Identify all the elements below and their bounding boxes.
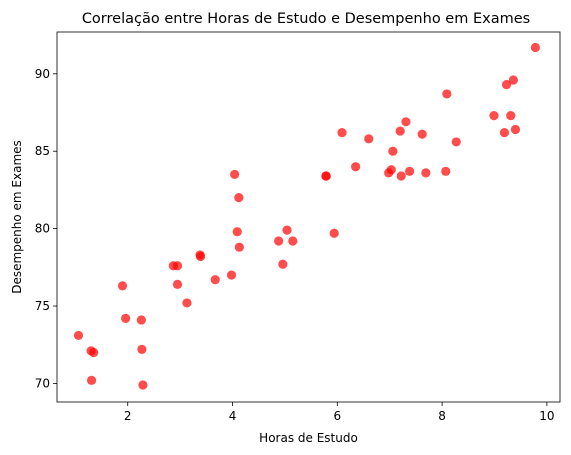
data-point bbox=[351, 162, 361, 172]
x-tick-label: 10 bbox=[539, 409, 554, 423]
data-point bbox=[329, 228, 339, 238]
data-point bbox=[421, 168, 431, 178]
x-axis-label: Horas de Estudo bbox=[259, 431, 358, 445]
data-point bbox=[86, 375, 97, 385]
data-point bbox=[396, 171, 406, 181]
data-point bbox=[417, 129, 427, 139]
data-point bbox=[234, 193, 244, 203]
x-tick-label: 2 bbox=[124, 409, 132, 423]
data-point bbox=[195, 251, 206, 262]
data-point bbox=[278, 259, 288, 269]
x-tick-label: 8 bbox=[438, 409, 446, 423]
data-point bbox=[89, 347, 99, 358]
data-point bbox=[288, 236, 298, 246]
data-point bbox=[510, 124, 521, 135]
x-tick-label: 4 bbox=[229, 409, 237, 423]
data-point bbox=[530, 42, 540, 53]
y-tick-label: 85 bbox=[35, 144, 50, 158]
data-point bbox=[499, 128, 510, 138]
data-point bbox=[121, 313, 131, 324]
data-point bbox=[442, 89, 452, 99]
data-point bbox=[136, 315, 146, 325]
data-point bbox=[364, 134, 374, 144]
data-point bbox=[182, 298, 192, 308]
data-point bbox=[337, 128, 347, 138]
data-point bbox=[234, 242, 244, 252]
y-tick-label: 70 bbox=[35, 376, 50, 390]
data-point bbox=[501, 80, 512, 90]
y-tick-label: 80 bbox=[35, 222, 50, 236]
chart-title: Correlação entre Horas de Estudo e Desem… bbox=[82, 11, 530, 27]
data-point bbox=[441, 166, 451, 176]
data-point bbox=[172, 261, 183, 271]
plot-area-frame bbox=[56, 31, 561, 403]
data-point bbox=[282, 225, 292, 235]
data-point bbox=[395, 126, 405, 136]
data-point bbox=[508, 75, 518, 85]
y-tick-label: 75 bbox=[35, 299, 50, 313]
data-point bbox=[274, 236, 284, 246]
y-tick-label: 90 bbox=[35, 67, 50, 81]
data-point bbox=[386, 165, 396, 175]
data-point bbox=[137, 344, 147, 354]
data-point bbox=[405, 166, 415, 176]
data-points bbox=[73, 42, 540, 390]
data-point bbox=[230, 169, 240, 180]
axis-ticks: 2 4 6 8 10 70 75 80 85 90 bbox=[35, 67, 555, 423]
data-point bbox=[489, 110, 499, 121]
y-axis-label: Desempenho em Exames bbox=[10, 140, 24, 294]
data-point bbox=[226, 270, 237, 280]
data-point bbox=[388, 146, 398, 156]
data-point bbox=[210, 275, 220, 285]
data-point bbox=[73, 330, 84, 341]
data-point bbox=[232, 227, 242, 237]
data-point bbox=[401, 117, 411, 127]
data-point bbox=[117, 281, 128, 291]
data-point bbox=[172, 279, 183, 289]
data-point bbox=[138, 380, 148, 390]
x-tick-label: 6 bbox=[333, 409, 341, 423]
data-point bbox=[451, 137, 461, 147]
data-point bbox=[506, 110, 516, 121]
data-point bbox=[321, 171, 331, 181]
